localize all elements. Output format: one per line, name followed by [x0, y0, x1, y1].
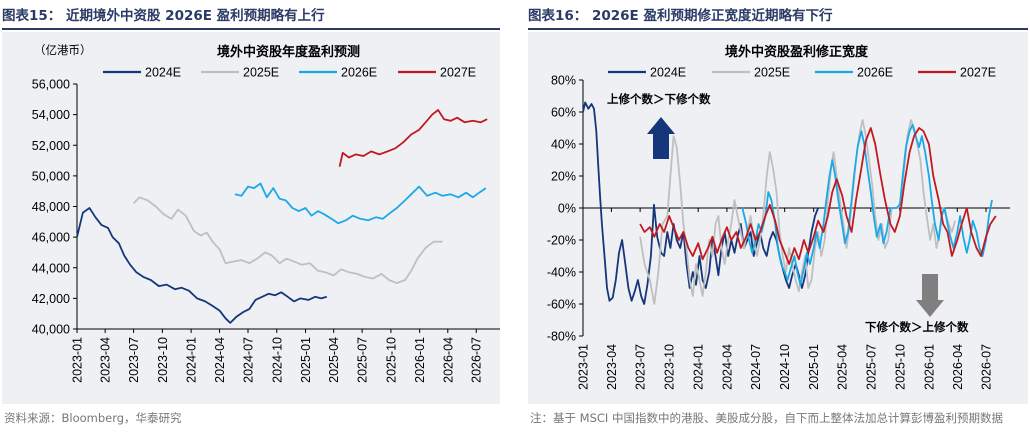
x-tick-label: 2025-04 [327, 337, 341, 383]
legend-label-2025E: 2025E [243, 66, 279, 80]
figure-16-rule [528, 28, 1028, 30]
x-tick-label: 2024-10 [778, 344, 792, 390]
y-tick-label: 44,000 [32, 261, 70, 275]
x-tick-label: 2026-01 [922, 344, 936, 390]
series-line-2026E [741, 123, 993, 286]
figure-15-rule [2, 28, 500, 30]
y-tick-label: 56,000 [32, 78, 70, 92]
figure-15-panel [2, 32, 500, 404]
x-tick-label: 2025-01 [807, 344, 821, 390]
x-tick-label: 2024-01 [185, 337, 199, 383]
x-tick-label: 2025-07 [864, 344, 878, 390]
legend-label-2027E: 2027E [440, 66, 476, 80]
x-tick-label: 2026-07 [470, 337, 484, 383]
figure-16-note: 注：基于 MSCI 中国指数中的港股、美股成分股，自下而上整体法加总计算彭博盈利… [530, 410, 1028, 426]
x-tick-label: 2023-07 [634, 344, 648, 390]
x-tick-label: 2024-01 [692, 344, 706, 390]
x-tick-label: 2024-07 [749, 344, 763, 390]
x-tick-label: 2025-04 [836, 344, 850, 390]
x-tick-label: 2026-04 [951, 344, 965, 390]
x-tick-label: 2023-01 [577, 344, 591, 390]
x-tick-label: 2026-01 [413, 337, 427, 383]
y-tick-label: 54,000 [32, 108, 70, 122]
legend-label-2027E: 2027E [960, 66, 996, 80]
figure-16-header: 图表16： 2026E 盈利预期修正宽度近期略有下行 [528, 4, 1028, 28]
figure-15-header: 图表15： 近期境外中资股 2026E 盈利预期略有上行 [2, 4, 500, 28]
annotation-up-label: 上修个数＞下修个数 [607, 92, 711, 106]
y-tick-label: 60% [551, 106, 576, 120]
y-unit-label: （亿港币） [34, 43, 92, 57]
y-tick-label: 50,000 [32, 169, 70, 183]
y-tick-label: 40% [551, 138, 576, 152]
x-tick-label: 2023-10 [156, 337, 170, 383]
x-tick-label: 2024-10 [270, 337, 284, 383]
x-tick-label: 2025-10 [893, 344, 907, 390]
x-tick-label: 2023-07 [127, 337, 141, 383]
figure-15-source-text: 资料来源：Bloomberg，华泰研究 [4, 411, 182, 425]
figure-16-caption: 图表16： 2026E 盈利预期修正宽度近期略有下行 [528, 8, 833, 24]
legend-label-2024E: 2024E [145, 66, 181, 80]
x-tick-label: 2025-07 [356, 337, 370, 383]
y-tick-label: 0% [558, 202, 576, 216]
x-tick-label: 2023-04 [605, 344, 619, 390]
down-arrow-icon [916, 274, 944, 317]
y-tick-label: 52,000 [32, 139, 70, 153]
chart-title: 境外中资股盈利修正宽度 [725, 44, 869, 60]
up-arrow-icon [647, 117, 675, 159]
x-tick-label: 2026-07 [980, 344, 994, 390]
y-tick-label: 40,000 [32, 323, 70, 337]
y-tick-label: 80% [551, 74, 576, 88]
x-tick-label: 2024-04 [213, 337, 227, 383]
figure-15-source: 资料来源：Bloomberg，华泰研究 [4, 410, 500, 426]
legend-label-2026E: 2026E [341, 66, 377, 80]
x-tick-label: 2024-04 [720, 344, 734, 390]
x-tick-label: 2023-01 [71, 337, 85, 383]
y-tick-label: -80% [547, 330, 576, 344]
figure-15-caption: 图表15： 近期境外中资股 2026E 盈利预期略有上行 [2, 8, 325, 24]
legend-label-2024E: 2024E [650, 66, 686, 80]
x-tick-label: 2026-04 [441, 337, 455, 383]
series-line-2025E [132, 196, 443, 284]
series-line-2027E [338, 109, 488, 167]
series-line-2024E [582, 101, 819, 305]
legend-label-2025E: 2025E [754, 66, 790, 80]
figure-16-note-text: 注：基于 MSCI 中国指数中的港股、美股成分股，自下而上整体法加总计算彭博盈利… [530, 411, 1003, 425]
y-tick-label: 46,000 [32, 231, 70, 245]
y-tick-label: 42,000 [32, 292, 70, 306]
y-tick-label: -20% [547, 234, 576, 248]
annotation-down-label: 下修个数＞上修个数 [865, 320, 969, 334]
x-tick-label: 2023-10 [663, 344, 677, 390]
x-tick-label: 2025-01 [299, 337, 313, 383]
series-line-2027E [639, 127, 997, 265]
x-tick-label: 2024-07 [242, 337, 256, 383]
y-tick-label: -60% [547, 298, 576, 312]
x-tick-label: 2023-04 [99, 337, 113, 383]
chart-title: 境外中资股年度盈利预测 [217, 44, 360, 60]
series-line-2024E [76, 207, 328, 324]
y-tick-label: -40% [547, 266, 576, 280]
series-line-2026E [234, 182, 487, 225]
y-tick-label: 20% [551, 170, 576, 184]
x-tick-label: 2025-10 [384, 337, 398, 383]
y-tick-label: 48,000 [32, 200, 70, 214]
legend-label-2026E: 2026E [857, 66, 893, 80]
